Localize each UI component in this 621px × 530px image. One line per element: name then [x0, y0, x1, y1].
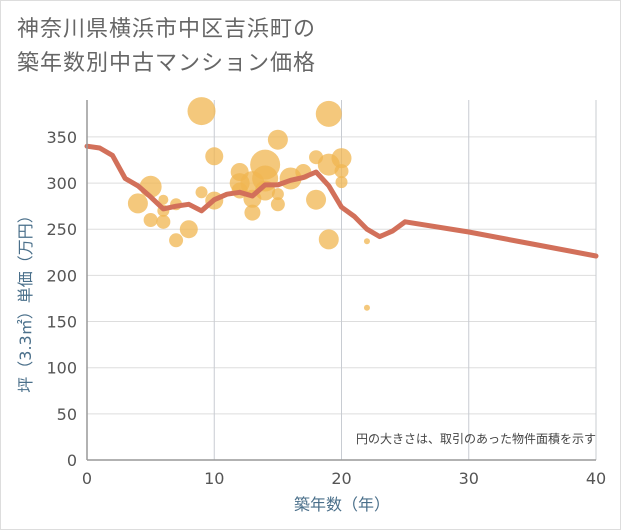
data-bubble: [306, 189, 327, 210]
y-tick-label: 300: [46, 174, 77, 193]
average-price-line: [84, 143, 599, 259]
x-tick-label: 0: [82, 469, 92, 488]
bubble-layer: [127, 97, 370, 311]
data-bubble: [270, 197, 285, 212]
x-axis-label: 築年数（年）: [294, 495, 390, 514]
x-tick-labels: 0 10 20 30 40: [82, 469, 606, 488]
x-tick-label: 40: [586, 469, 606, 488]
y-tick-label: 150: [46, 313, 77, 332]
y-tick-label: 50: [57, 405, 77, 424]
data-bubble: [244, 204, 261, 221]
title-line-1: 神奈川県横浜市中区吉浜町の: [17, 17, 317, 42]
chart-title: 神奈川県横浜市中区吉浜町の 築年数別中古マンション価格: [17, 13, 316, 81]
y-tick-label: 200: [46, 266, 77, 285]
data-bubble: [331, 148, 352, 169]
y-tick-label: 0: [67, 451, 77, 470]
data-bubble: [156, 214, 171, 229]
data-bubble: [169, 233, 184, 248]
y-tick-labels: 0 50 100 150 200 250 300 350: [46, 128, 77, 470]
y-tick-label: 100: [46, 359, 77, 378]
y-tick-label: 350: [46, 128, 77, 147]
data-bubble: [318, 229, 339, 250]
title-line-2: 築年数別中古マンション価格: [17, 51, 317, 76]
data-bubble: [127, 193, 148, 214]
y-tick-label: 250: [46, 220, 77, 239]
data-bubble: [335, 176, 348, 189]
data-bubble: [315, 100, 342, 127]
data-bubble: [267, 129, 288, 150]
data-bubble: [179, 220, 198, 239]
data-bubble: [195, 186, 208, 199]
data-bubble: [271, 188, 284, 201]
data-bubble: [158, 194, 169, 205]
bubble-size-note: 円の大きさは、取引のあった物件面積を示す: [356, 431, 596, 446]
x-tick-label: 30: [459, 469, 479, 488]
data-bubble: [143, 213, 158, 227]
x-tick-label: 20: [331, 469, 351, 488]
axes: [86, 100, 596, 461]
y-axis-label: 坪（3.3㎡）単価（万円）: [16, 207, 35, 392]
data-bubble: [205, 147, 224, 166]
data-bubble: [334, 164, 349, 179]
data-bubble: [363, 304, 370, 311]
x-tick-label: 10: [204, 469, 224, 488]
data-bubble: [187, 97, 216, 126]
data-bubble: [363, 238, 370, 245]
